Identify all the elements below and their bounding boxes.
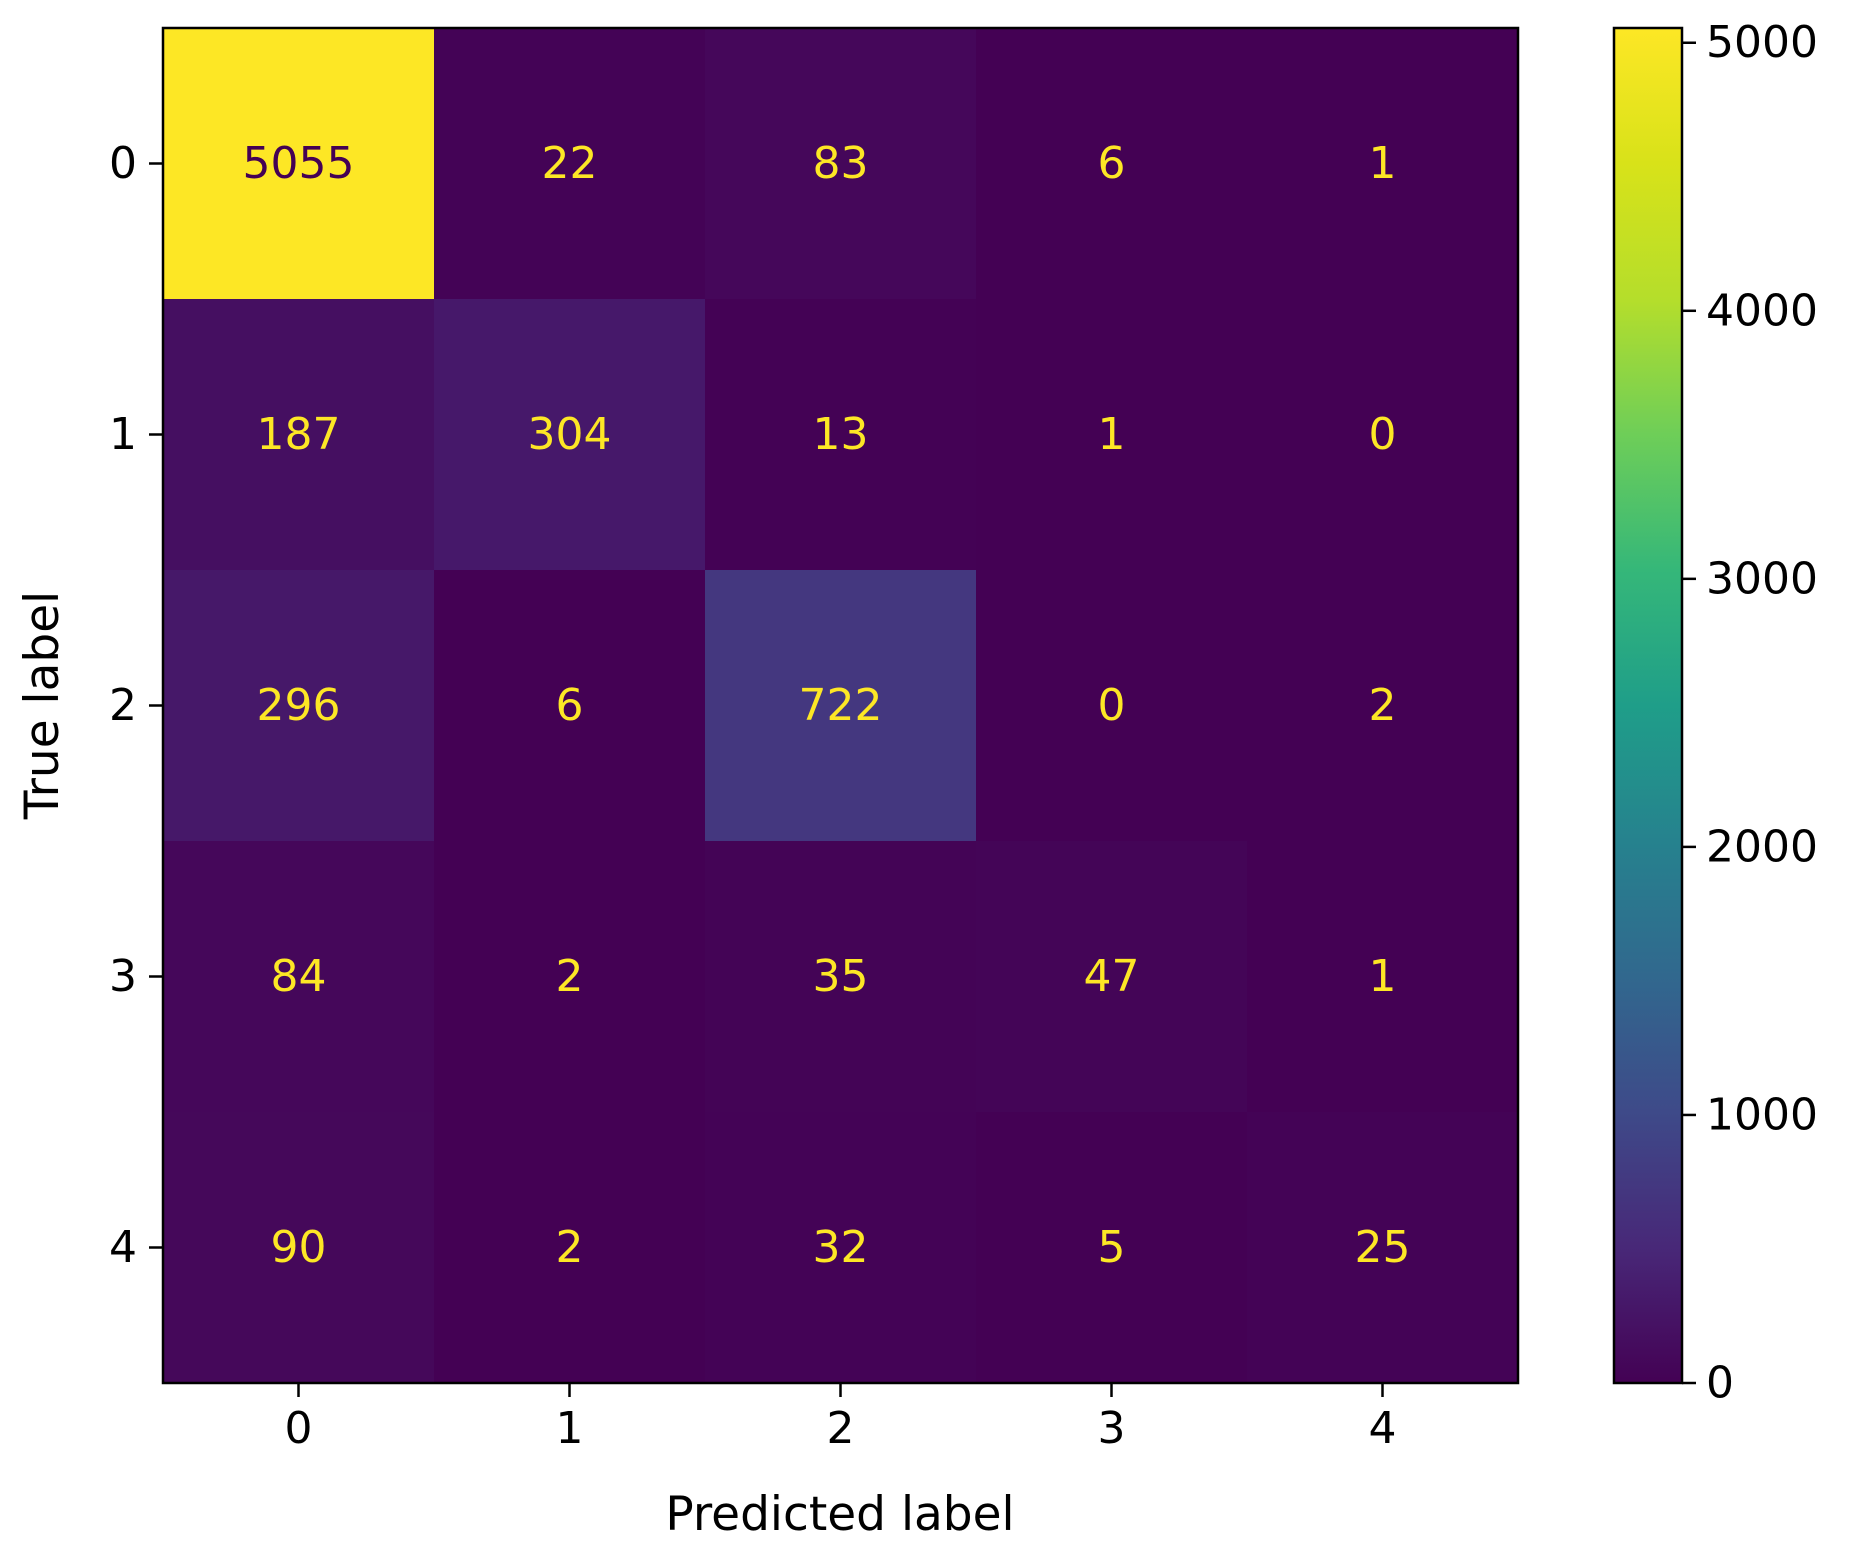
y-axis-label: True label: [15, 591, 70, 820]
heatmap-cell: [976, 570, 1248, 842]
cell-value-label: 2: [556, 951, 584, 1002]
x-tick-label: 1: [556, 1403, 584, 1454]
colorbar-tick-label: 4000: [1706, 285, 1818, 336]
cell-value-label: 1: [1098, 409, 1126, 460]
colorbar-tick-label: 1000: [1706, 1089, 1818, 1140]
cell-value-label: 304: [528, 409, 612, 460]
heatmap-cell: [976, 28, 1248, 300]
cell-value-label: 47: [1084, 951, 1140, 1002]
heatmap-cell: [1247, 28, 1519, 300]
cell-value-label: 13: [813, 409, 869, 460]
colorbar-tick-label: 3000: [1706, 553, 1818, 604]
x-tick-label: 0: [285, 1403, 313, 1454]
heatmap-cell: [705, 299, 977, 571]
heatmap-cell: [976, 299, 1248, 571]
y-tick-label: 0: [109, 138, 137, 189]
cell-value-label: 0: [1098, 680, 1126, 731]
colorbar-ticks: 0 1000 2000 3000 4000 5000: [1682, 17, 1818, 1409]
heatmap-cell: [976, 1112, 1248, 1384]
colorbar-tick-label: 5000: [1706, 17, 1818, 68]
cell-value-label: 25: [1355, 1222, 1411, 1273]
cell-value-label: 296: [257, 680, 341, 731]
heatmap-cell: [1247, 299, 1519, 571]
heatmap-cells: 5055 22 83 6 1 187 304 13 1 0 296 6 722 0 2 84 2 35 47 1 90 2…: [163, 28, 1519, 1384]
x-axis-ticks: 0 1 2 3 4: [285, 1383, 1397, 1454]
cell-value-label: 84: [271, 951, 327, 1002]
cell-value-label: 35: [813, 951, 869, 1002]
heatmap-cell: [705, 28, 977, 300]
heatmap-cell: [434, 299, 706, 571]
cell-value-label: 2: [556, 1222, 584, 1273]
cell-value-label: 0: [1369, 409, 1397, 460]
heatmap-cell: [705, 1112, 977, 1384]
heatmap-cell: [1247, 1112, 1519, 1384]
cell-value-label: 1: [1369, 951, 1397, 1002]
heatmap-cell: [1247, 841, 1519, 1113]
heatmap-cell: [163, 299, 435, 571]
colorbar: [1612, 26, 1684, 1385]
heatmap-cell: [705, 570, 977, 842]
heatmap-cell: [163, 570, 435, 842]
y-tick-label: 3: [109, 951, 137, 1002]
x-axis-label: Predicted label: [665, 1487, 1014, 1542]
heatmap-cell: [434, 1112, 706, 1384]
x-tick-label: 3: [1098, 1403, 1126, 1454]
y-tick-label: 4: [109, 1222, 137, 1273]
cell-value-label: 1: [1369, 138, 1397, 189]
cell-value-label: 6: [556, 680, 584, 731]
cell-value-label: 5: [1098, 1222, 1126, 1273]
cell-value-label: 5055: [243, 138, 355, 189]
cell-value-label: 6: [1098, 138, 1126, 189]
heatmap-cell: [163, 841, 435, 1113]
x-tick-label: 2: [827, 1403, 855, 1454]
cell-value-label: 32: [813, 1222, 869, 1273]
x-tick-label: 4: [1369, 1403, 1397, 1454]
heatmap-cell: [434, 841, 706, 1113]
cell-value-label: 90: [271, 1222, 327, 1273]
cell-value-label: 722: [799, 680, 883, 731]
cell-value-label: 187: [257, 409, 341, 460]
y-tick-label: 2: [109, 680, 137, 731]
y-axis-ticks: 0 1 2 3 4: [109, 138, 163, 1273]
heatmap-cell: [1247, 570, 1519, 842]
heatmap-cell: [163, 1112, 435, 1384]
colorbar-tick-label: 2000: [1706, 821, 1818, 872]
cell-value-label: 83: [813, 138, 869, 189]
colorbar-tick-label: 0: [1706, 1358, 1734, 1409]
heatmap-cell: [434, 28, 706, 300]
heatmap-cell: [976, 841, 1248, 1113]
heatmap-cell: [705, 841, 977, 1113]
cell-value-label: 2: [1369, 680, 1397, 731]
heatmap-cell: [434, 570, 706, 842]
y-tick-label: 1: [109, 409, 137, 460]
heatmap-cell: [163, 28, 435, 300]
cell-value-label: 22: [542, 138, 598, 189]
